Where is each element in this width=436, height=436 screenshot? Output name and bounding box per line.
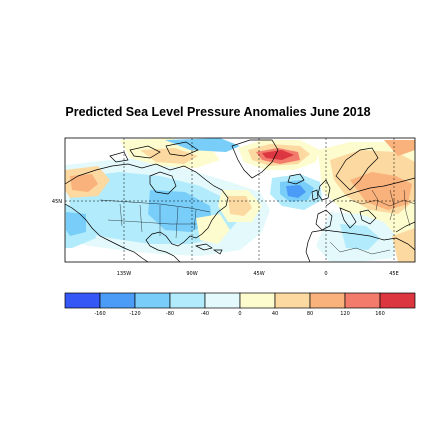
coastlines <box>65 139 415 262</box>
colorbar-swatch <box>204 292 241 309</box>
longitude-labels: 135W 90W 45W 0 45E <box>117 271 399 277</box>
colorbar-tick-label: 160 <box>375 311 385 317</box>
anomaly-shading <box>65 138 415 262</box>
colorbar-swatch <box>309 292 346 309</box>
colorbar-tick-label: -80 <box>166 311 174 317</box>
colorbar <box>64 292 416 309</box>
colorbar-tick-label: 80 <box>307 311 313 317</box>
colorbar-swatch <box>239 292 276 309</box>
colorbar-swatch <box>99 292 136 309</box>
colorbar-tick-label: -160 <box>94 311 105 317</box>
colorbar-swatch <box>379 292 416 309</box>
colorbar-tick-label: 40 <box>272 311 278 317</box>
colorbar-tick-label: 120 <box>340 311 350 317</box>
colorbar-swatch <box>64 292 101 309</box>
colorbar-tick-label: -40 <box>201 311 209 317</box>
lon-label: 45E <box>389 271 399 277</box>
colorbar-swatch <box>134 292 171 309</box>
colorbar-tick-label: -120 <box>129 311 140 317</box>
colorbar-swatch <box>344 292 381 309</box>
map-title: Predicted Sea Level Pressure Anomalies J… <box>65 105 371 119</box>
lon-label: 0 <box>324 271 327 277</box>
colorbar-swatch <box>169 292 206 309</box>
lon-label: 90W <box>186 271 197 277</box>
colorbar-swatch <box>274 292 311 309</box>
latitude-labels: 45N <box>52 199 62 205</box>
lon-label: 135W <box>117 271 132 277</box>
colorbar-tick-labels: -160 -120 -80 -40 0 40 80 120 160 <box>94 311 384 317</box>
colorbar-tick-label: 0 <box>238 311 241 317</box>
lat-label-45n: 45N <box>52 199 62 205</box>
graticule <box>65 138 415 262</box>
lon-label: 45W <box>253 271 264 277</box>
map-frame <box>64 137 416 263</box>
